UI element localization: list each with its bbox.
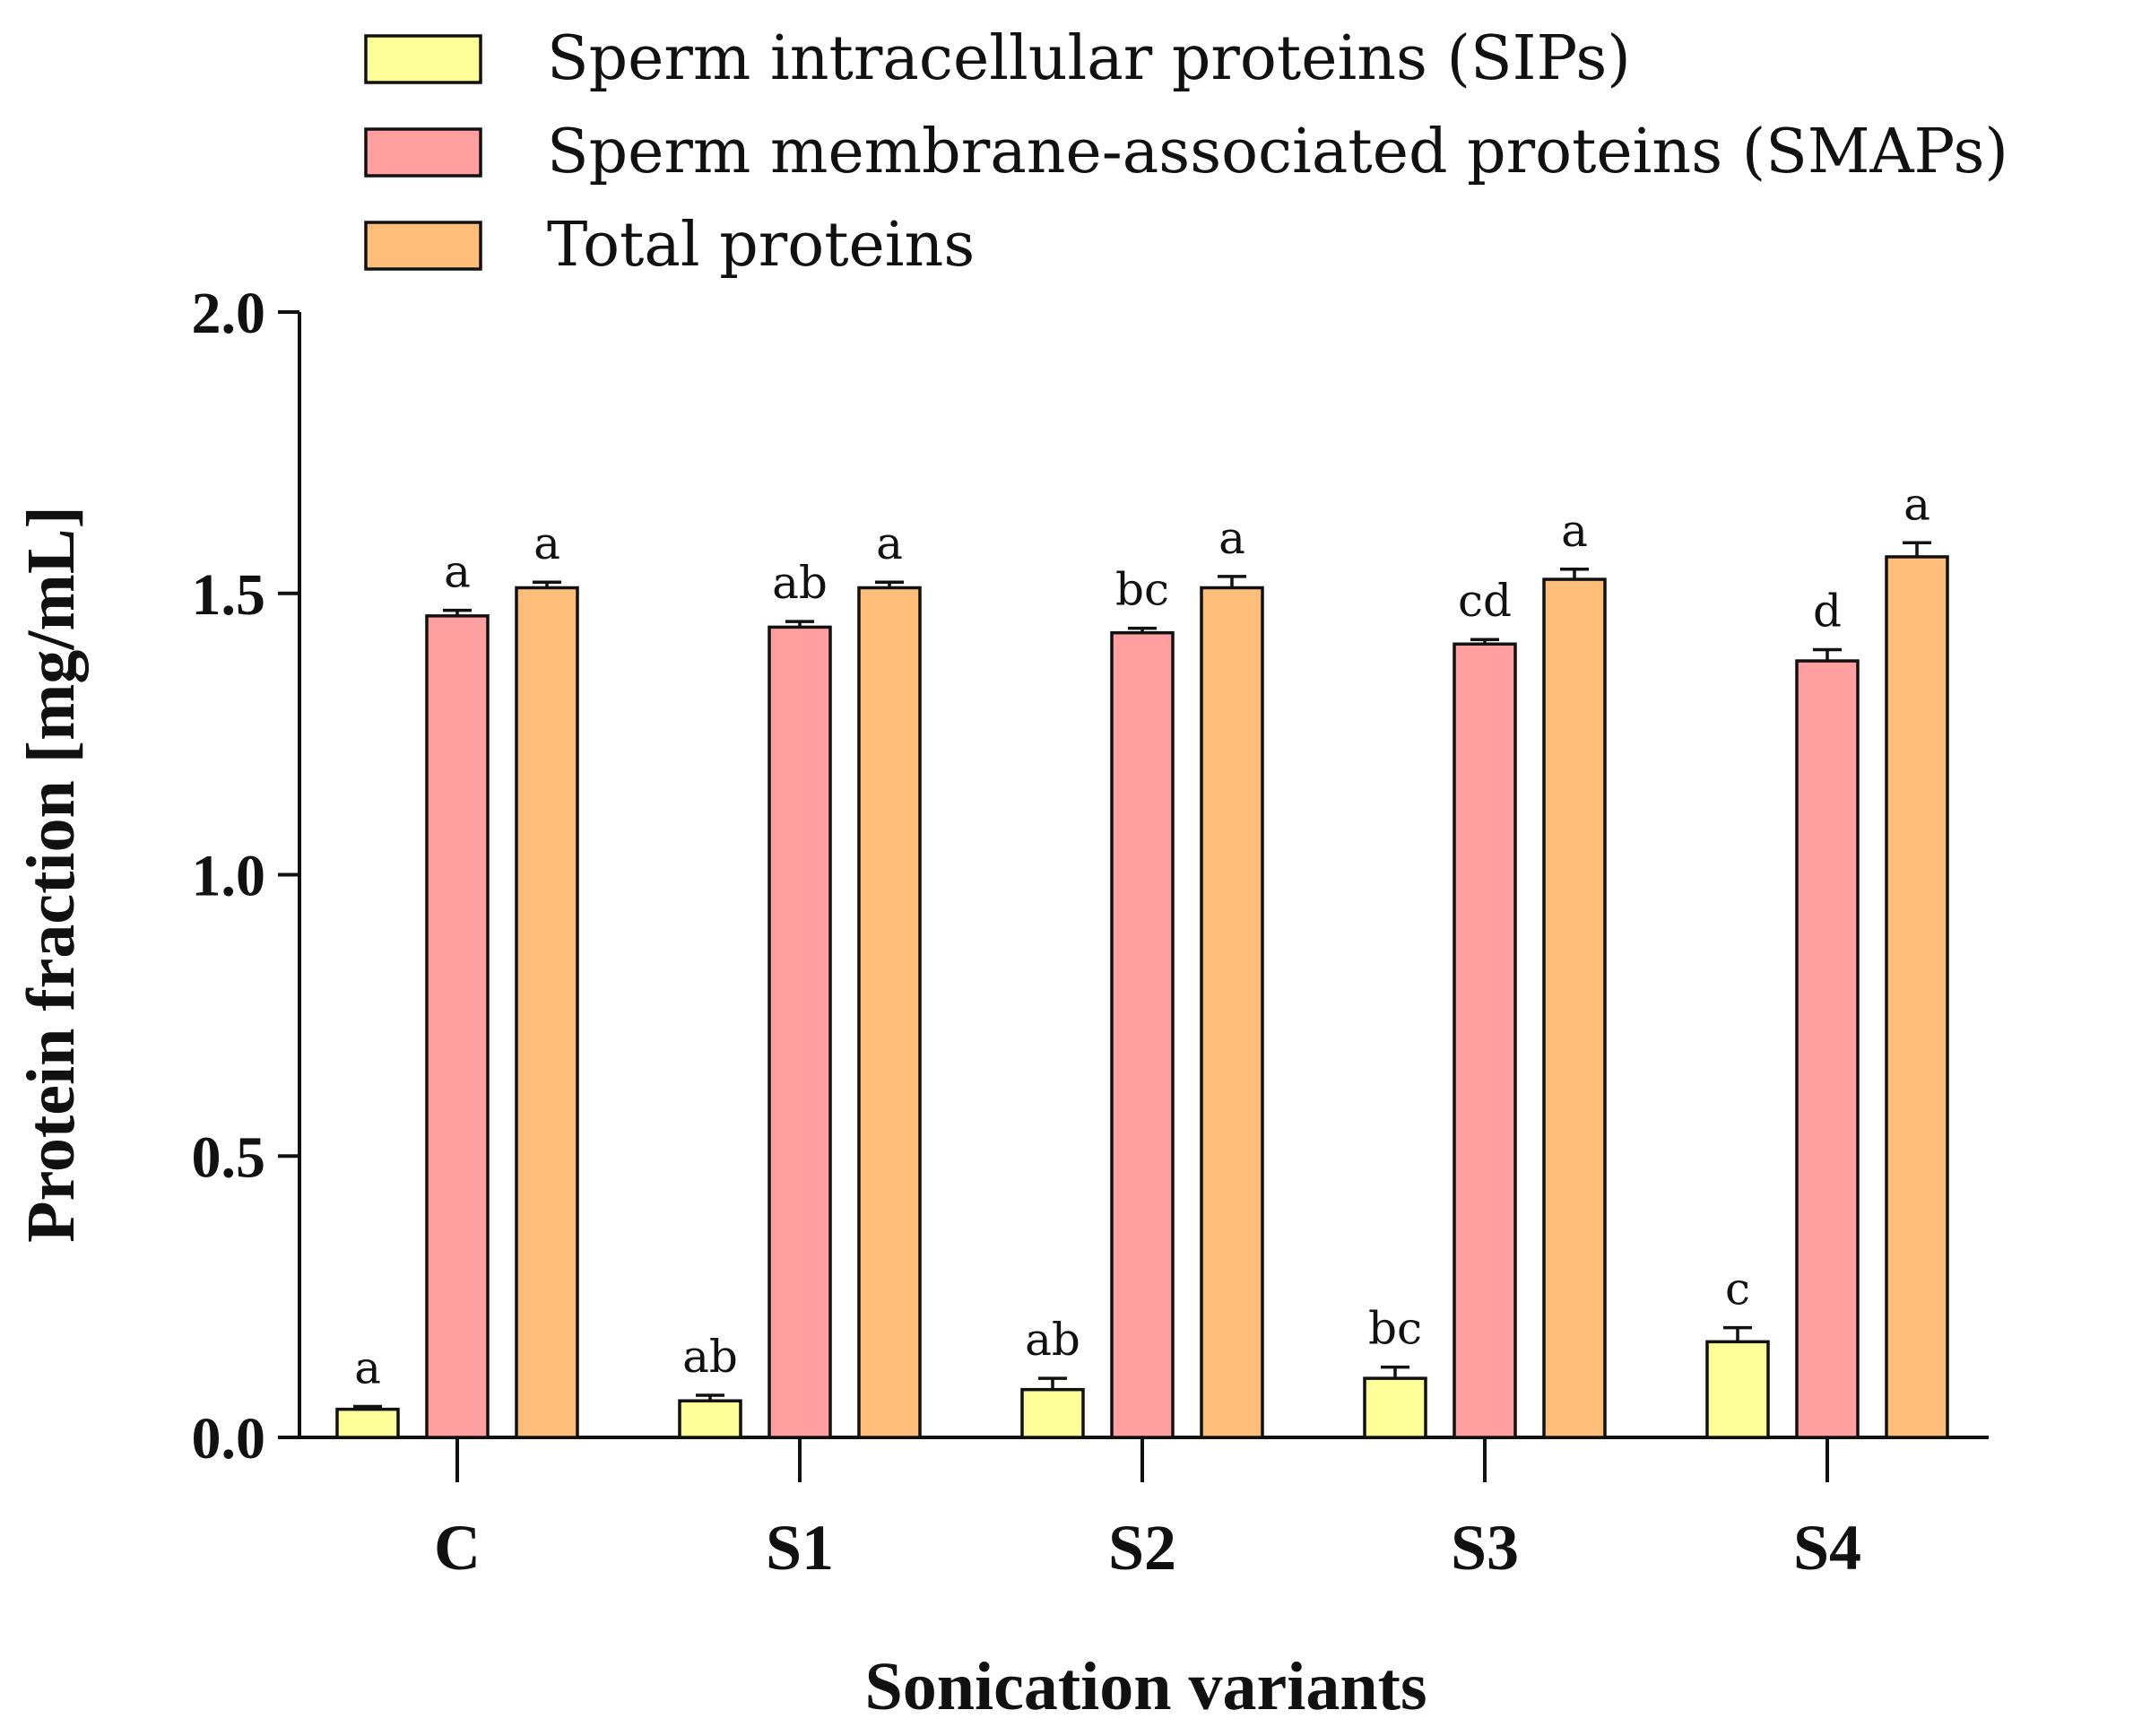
y-axis-label: Protein fraction [mg/mL] [13, 506, 89, 1243]
y-tick-label: 1.5 [192, 562, 266, 628]
bar-total-s1 [857, 586, 922, 1439]
bar-smaps-s3 [1453, 642, 1517, 1439]
error-bars [353, 541, 1931, 1410]
x-tick-label: S1 [766, 1512, 834, 1584]
bar-smaps-s1 [767, 625, 832, 1439]
bars [335, 555, 1949, 1439]
legend: Sperm intracellular proteins (SIPs) Sper… [364, 23, 2008, 281]
bar-total-s2 [1200, 586, 1264, 1439]
significance-label: c [1725, 1263, 1750, 1315]
y-tick-label: 0.5 [192, 1124, 266, 1190]
legend-swatch-sips [364, 34, 482, 84]
bar-sips-c [335, 1407, 400, 1439]
significance-label: a [354, 1341, 381, 1393]
y-tick-label: 0.0 [192, 1406, 266, 1471]
y-tick-label: 2.0 [192, 281, 266, 346]
significance-label: a [1561, 505, 1588, 557]
significance-label: a [876, 517, 903, 569]
legend-label-sips: Sperm intracellular proteins (SIPs) [547, 23, 1631, 94]
bar-smaps-s4 [1795, 659, 1860, 1439]
bar-smaps-c [425, 614, 490, 1439]
legend-label-total: Total proteins [547, 210, 975, 281]
x-tick-label: S4 [1793, 1512, 1861, 1584]
bar-sips-s2 [1020, 1387, 1085, 1439]
y-ticks: 0.0 0.5 1.0 1.5 2.0 [192, 281, 299, 1471]
bar-sips-s1 [678, 1399, 742, 1439]
significance-label: bc [1368, 1303, 1422, 1355]
significance-label: ab [772, 557, 828, 609]
x-axis-label: Sonication variants [864, 1649, 1427, 1724]
bar-total-s3 [1542, 577, 1607, 1439]
bar-smaps-s2 [1110, 630, 1175, 1439]
legend-swatch-smaps [364, 127, 482, 178]
significance-label: ab [682, 1331, 738, 1383]
significance-label: a [1904, 478, 1930, 530]
bar-sips-s3 [1363, 1376, 1427, 1439]
significance-label: d [1813, 586, 1842, 638]
significance-label: a [444, 546, 471, 598]
significance-label: ab [1025, 1314, 1080, 1366]
bar-total-c [515, 586, 579, 1439]
significance-label: cd [1458, 575, 1512, 627]
x-tick-label: C [434, 1512, 481, 1584]
bar-total-s4 [1885, 555, 1949, 1439]
significance-label: a [533, 517, 560, 569]
y-tick-label: 1.0 [192, 844, 266, 909]
x-ticks: C S1 S2 S3 S4 [434, 1437, 1861, 1584]
x-tick-label: S3 [1451, 1512, 1519, 1584]
significance-label: a [1218, 512, 1245, 564]
legend-label-smaps: Sperm membrane-associated proteins (SMAP… [547, 117, 2008, 187]
bar-sips-s4 [1705, 1340, 1770, 1439]
significance-label: bc [1115, 564, 1169, 616]
legend-swatch-total [364, 221, 482, 271]
x-tick-label: S2 [1108, 1512, 1176, 1584]
